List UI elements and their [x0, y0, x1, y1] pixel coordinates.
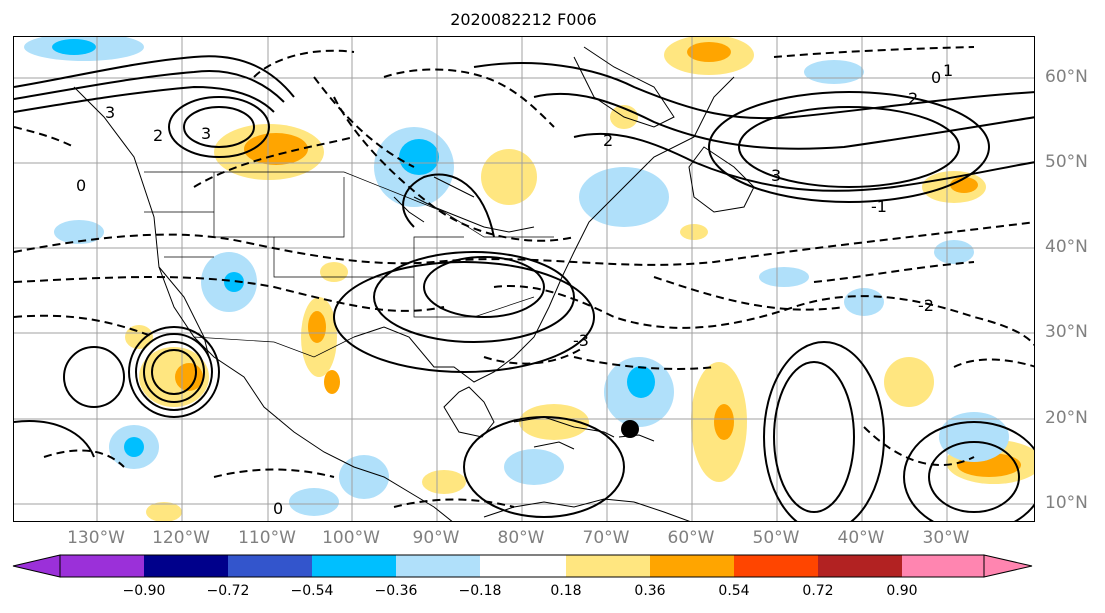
colorbar-tick: 0.18: [550, 583, 582, 599]
colorbar-bin: [650, 555, 734, 577]
colorbar-low-extend: [12, 554, 61, 578]
shading-layer: [24, 37, 1034, 521]
contour-label: 2: [603, 131, 613, 150]
lon-label-110w: 110°W: [238, 528, 296, 548]
colorbar-tick: 0.90: [886, 583, 918, 599]
contour-label: -2: [918, 296, 934, 315]
contour-label: 0: [273, 499, 283, 518]
contour-label: -1: [871, 197, 887, 216]
colorbar-tick: −0.36: [374, 583, 418, 599]
lon-label-90w: 90°W: [412, 528, 460, 548]
contour-labels: 0 2 3 -1 3 2 3 0 -3 0 2 -2 1: [76, 61, 953, 518]
colorbar-tick: 0.54: [718, 583, 750, 599]
negative-contours: [14, 46, 1034, 508]
lon-label-60w: 60°W: [667, 528, 715, 548]
colorbar-bin: [818, 555, 902, 577]
lat-label-30n: 30°N: [1045, 322, 1088, 342]
lat-label-50n: 50°N: [1045, 152, 1088, 172]
contour-label: 2: [153, 126, 163, 145]
colorbar-bin: [566, 555, 650, 577]
storm-center-marker: [621, 420, 639, 438]
graticule: [14, 37, 1034, 521]
positive-contours: [14, 55, 1034, 521]
political-borders: [144, 171, 554, 358]
lon-label-100w: 100°W: [322, 528, 380, 548]
lon-label-130w: 130°W: [67, 528, 125, 548]
map-title: 2020082212 F006: [450, 10, 597, 29]
contour-label: -3: [573, 331, 589, 350]
contour-label: 0: [76, 176, 86, 195]
lat-label-40n: 40°N: [1045, 237, 1088, 257]
colorbar-bin: [734, 555, 818, 577]
colorbar-tick: −0.90: [122, 583, 166, 599]
contour-label: 3: [105, 103, 115, 122]
contour-label: 3: [771, 166, 781, 185]
lat-label-20n: 20°N: [1045, 408, 1088, 428]
colorbar-tick: −0.72: [206, 583, 250, 599]
lon-label-40w: 40°W: [837, 528, 885, 548]
colorbar-tick: 0.72: [802, 583, 834, 599]
lon-label-80w: 80°W: [497, 528, 545, 548]
lat-label-60n: 60°N: [1045, 67, 1088, 87]
contour-label: 0: [931, 68, 941, 87]
colorbar: [12, 554, 1033, 578]
colorbar-bin: [144, 555, 228, 577]
map-panel: [13, 36, 1035, 522]
map-canvas: [14, 37, 1034, 521]
colorbar-bin: [902, 555, 984, 577]
lon-label-50w: 50°W: [752, 528, 800, 548]
colorbar-tick: 0.36: [634, 583, 666, 599]
colorbar-tick: −0.54: [290, 583, 334, 599]
colorbar-tick: −0.18: [458, 583, 502, 599]
lon-label-70w: 70°W: [582, 528, 630, 548]
contour-label: 3: [201, 124, 211, 143]
lon-label-120w: 120°W: [152, 528, 210, 548]
colorbar-bin: [60, 555, 144, 577]
colorbar-bin: [312, 555, 396, 577]
colorbar-bin: [396, 555, 480, 577]
lat-label-10n: 10°N: [1045, 493, 1088, 513]
contour-label: 2: [908, 89, 918, 108]
lon-label-30w: 30°W: [922, 528, 970, 548]
colorbar-bin: [480, 555, 566, 577]
colorbar-high-extend: [983, 554, 1033, 578]
colorbar-bin: [228, 555, 312, 577]
contour-label: 1: [943, 61, 953, 80]
